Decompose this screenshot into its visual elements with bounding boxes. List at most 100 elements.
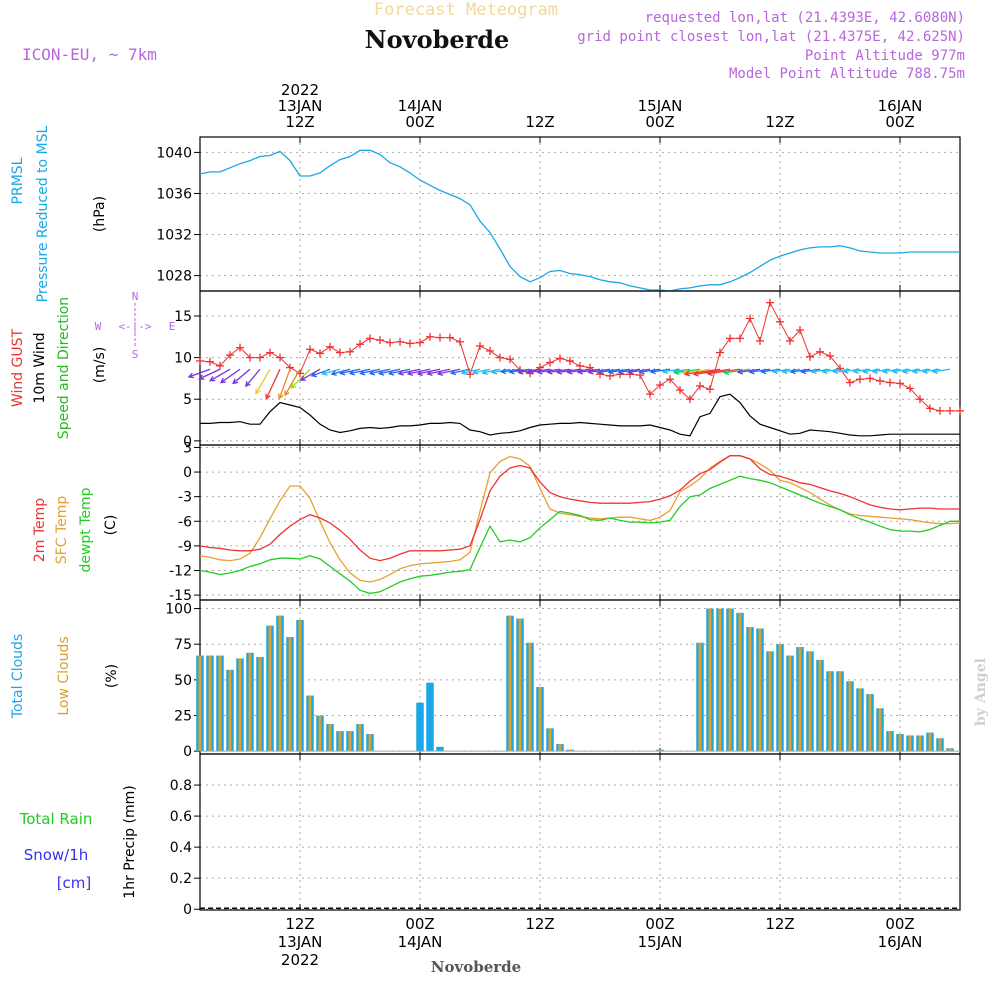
- wind-arrow-head: [800, 368, 807, 375]
- total-cloud-bar: [436, 746, 444, 752]
- bottom-time-label: 14JAN: [398, 933, 443, 951]
- low-cloud-bar: [248, 652, 252, 752]
- wind-arrow: [278, 369, 291, 399]
- wind-arrow: [790, 368, 811, 373]
- low-cloud-bar: [258, 657, 262, 752]
- wind-arrow-head: [748, 368, 755, 375]
- wind-arrow-head: [536, 368, 543, 375]
- wind-arrow: [782, 368, 801, 373]
- wind-arrow-head: [397, 369, 404, 376]
- bottom-time-label: 00Z: [885, 915, 914, 933]
- low-cloud-bar: [518, 618, 522, 752]
- wind-arrow-head: [406, 370, 414, 376]
- requested-coords: requested lon,lat (21.4393E, 42.6080N): [645, 10, 965, 26]
- wind-arrow: [685, 368, 721, 375]
- wind-arrow-head: [891, 368, 898, 375]
- wind-arrow: [322, 368, 341, 375]
- gridpoint-coords: grid point closest lon,lat (21.4375E, 42…: [577, 29, 965, 45]
- low-cloud-bar: [928, 732, 932, 752]
- wind-arrow: [245, 368, 261, 387]
- low-cloud-bar: [808, 651, 812, 752]
- wind-arrow-head: [852, 368, 859, 374]
- low-cloud-bar: [568, 749, 572, 752]
- wind-arrow-head: [871, 368, 878, 375]
- precip-ylabel: 1hr Precip (mm): [122, 785, 138, 898]
- ytick-label: 0.4: [170, 840, 192, 856]
- ytick-label: 0: [183, 744, 192, 760]
- wind-arrow: [749, 368, 771, 373]
- wind-arrow: [360, 368, 381, 375]
- low-cloud-bar: [508, 615, 512, 752]
- low-cloud-bar: [858, 688, 862, 752]
- top-time-label: 12Z: [765, 113, 794, 131]
- wind-arrow-head: [377, 369, 385, 376]
- wind-arrow: [265, 368, 281, 399]
- wind-arrow: [407, 368, 431, 375]
- rain-label: Total Rain: [19, 810, 93, 828]
- snow-unit: [cm]: [57, 874, 92, 892]
- wind-arrow-head: [566, 368, 573, 375]
- top-time-label: 2022: [281, 81, 319, 99]
- model-altitude: Model Point Altitude 788.75m: [729, 66, 965, 82]
- wind-arrow: [801, 368, 821, 373]
- wind-arrow: [932, 368, 951, 373]
- wind-arrow: [300, 368, 321, 381]
- temp2m-line: [199, 455, 960, 562]
- bottom-time-label: 15JAN: [638, 933, 683, 951]
- low-cloud-bar: [698, 642, 702, 752]
- top-time-label: 14JAN: [398, 97, 443, 115]
- low-cloud-bar: [888, 731, 892, 752]
- top-time-label: 00Z: [405, 113, 434, 131]
- compass-south: S: [132, 348, 139, 361]
- low-cloud-bar: [238, 658, 242, 752]
- low-cloud-bar: [778, 644, 782, 752]
- wind-arrow-head: [821, 368, 828, 375]
- bottom-time-label: 2022: [281, 951, 319, 969]
- panel-clouds: 0 25 50 75 100: [165, 599, 961, 760]
- wind-arrow-head: [436, 370, 444, 376]
- wind-arrow: [209, 368, 231, 382]
- wind-arrow: [255, 368, 271, 394]
- wind-arrow: [369, 368, 391, 375]
- wind-arrow-head: [597, 368, 604, 375]
- wind-arrow-head: [661, 368, 668, 375]
- low-cloud-bar: [788, 655, 792, 752]
- low-cloud-bar: [268, 625, 272, 752]
- low-cloud-bar: [948, 748, 952, 752]
- low-cloud-bar: [898, 734, 902, 752]
- wind-arrow-head: [673, 369, 680, 376]
- low-cloud-bar: [718, 608, 722, 752]
- pressure-label-prmsl: PRMSL: [10, 157, 26, 204]
- tsfc-label: SFC Temp: [54, 496, 70, 565]
- wind-arrow: [482, 368, 501, 374]
- wind-arrow: [724, 368, 751, 374]
- wind-arrow: [872, 368, 891, 373]
- wind-arrow: [492, 368, 511, 374]
- wind-arrow-head: [299, 375, 306, 381]
- wind-arrow-head: [526, 368, 534, 375]
- ytick-label: 1028: [156, 269, 192, 285]
- wind-arrow: [598, 368, 621, 373]
- ytick-label: -3: [178, 490, 192, 506]
- total-cloud-bar: [416, 702, 424, 752]
- ytick-label: -6: [178, 514, 192, 530]
- wind-arrow-head: [209, 376, 216, 382]
- wind-arrow-head: [472, 368, 479, 375]
- ytick-label: 75: [174, 637, 192, 653]
- ytick-label: 100: [165, 602, 192, 618]
- wind-arrow-head: [198, 374, 205, 380]
- total-clouds-label: Total Clouds: [10, 634, 26, 719]
- low-cloud-bar: [318, 715, 322, 752]
- prmsl-line: [199, 149, 960, 292]
- compass-north: N: [132, 290, 139, 303]
- wind-arrow-head: [901, 368, 908, 375]
- bottom-time-label: 16JAN: [878, 933, 923, 951]
- low-cloud-bar: [758, 628, 762, 752]
- low-cloud-bar: [198, 655, 202, 752]
- wind-arrow: [389, 368, 411, 375]
- wind-arrow: [290, 368, 311, 389]
- ytick-label: 5: [183, 392, 192, 408]
- ytick-label: 0.2: [170, 871, 192, 887]
- compass-rose: N S W E <-|->: [95, 290, 176, 361]
- low-cloud-bar: [878, 708, 882, 752]
